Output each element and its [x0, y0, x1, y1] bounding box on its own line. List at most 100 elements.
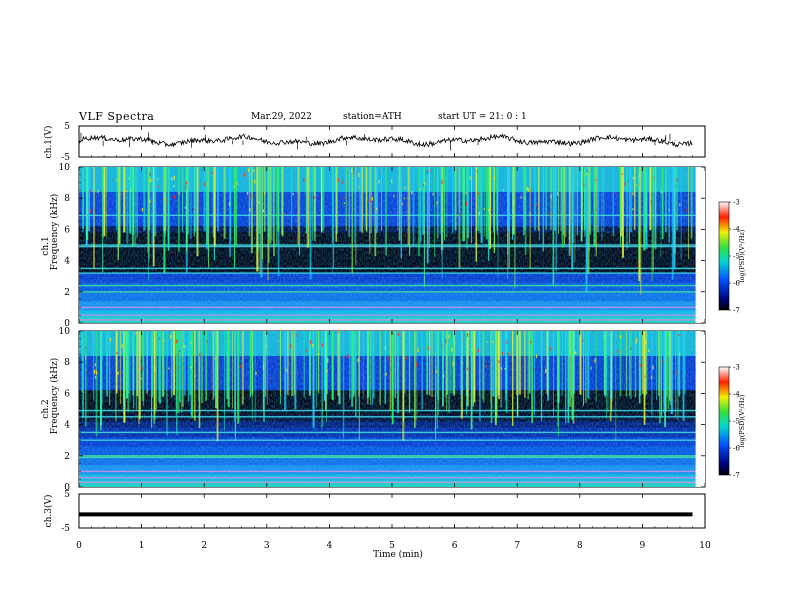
- spec1-sferic: [638, 167, 641, 233]
- spec1-tone-line: [79, 284, 705, 287]
- spec1-sferic: [351, 167, 354, 274]
- spec1-speck: [478, 211, 481, 216]
- spec1-sferic: [305, 167, 307, 234]
- spec2-sferic: [152, 331, 154, 398]
- spec1-speck: [469, 175, 471, 180]
- spec1-speck: [337, 178, 339, 182]
- spec2-sferic: [568, 331, 572, 407]
- spec1-speck: [379, 172, 381, 175]
- spec1-speck: [429, 169, 432, 171]
- spec2-sferic: [132, 331, 135, 396]
- spec2-sferic: [362, 331, 364, 400]
- spec2-speck: [117, 371, 119, 375]
- spec2-speck: [154, 368, 157, 371]
- spec2-tone-line: [79, 455, 705, 457]
- spec1-sferic: [446, 167, 448, 238]
- spec1-speck: [595, 179, 597, 181]
- spec1-speck: [411, 190, 413, 195]
- spec1-sferic: [374, 167, 377, 257]
- spec2-speck: [140, 377, 142, 380]
- spec1-sferic: [529, 167, 531, 269]
- spec2-sferic: [607, 331, 609, 413]
- spec1-sferic: [452, 167, 454, 234]
- x-tick-label: 0: [76, 541, 82, 551]
- spec2-sferic: [279, 331, 281, 396]
- spec2-speck: [435, 370, 437, 373]
- spec1-speck: [358, 173, 360, 178]
- spec1-sferic: [483, 167, 485, 238]
- spec1-speck: [465, 192, 467, 195]
- spec2-speck: [397, 332, 399, 337]
- spec2-speck: [582, 339, 584, 342]
- spec1-sferic: [475, 167, 477, 262]
- spec2-sferic: [391, 331, 394, 425]
- spec1-speck: [173, 175, 175, 180]
- spec1-speck: [679, 203, 681, 207]
- spec2-sferic: [677, 331, 679, 421]
- spec2-sferic: [442, 331, 444, 407]
- ch1-spectrogram-y-tick-label: 10: [59, 163, 71, 173]
- spec1-sferic: [217, 167, 219, 232]
- spec2-speck: [269, 377, 271, 380]
- spec2-speck: [85, 347, 87, 349]
- spec2-speck: [506, 340, 508, 344]
- spec2-speck: [240, 365, 242, 368]
- spec2-sferic: [645, 331, 648, 395]
- spec2-sferic: [227, 331, 230, 408]
- spec2-sferic: [254, 331, 256, 422]
- spec1-sferic: [131, 167, 134, 247]
- spec2-speck: [427, 346, 429, 350]
- spec1-sferic: [565, 167, 567, 238]
- spec1-speck: [476, 170, 478, 173]
- spec1-sferic: [441, 167, 444, 233]
- spec1-speck: [401, 203, 403, 206]
- spec1-speck: [157, 178, 159, 181]
- spec1-sferic: [397, 167, 398, 231]
- spec2-sferic: [214, 331, 216, 397]
- spec2-speck: [617, 350, 619, 354]
- spec1-speck: [426, 169, 428, 174]
- spec2-speck: [442, 374, 445, 378]
- spec2-sferic: [523, 331, 526, 398]
- spec1-sferic: [645, 167, 648, 233]
- colorbar-tick-label: -7: [733, 307, 740, 315]
- spec2-sferic: [605, 331, 607, 395]
- spec2-sferic: [379, 331, 381, 406]
- spec2-speck: [296, 334, 298, 337]
- spec1-sferic: [652, 167, 654, 272]
- spec1-sferic: [369, 167, 371, 254]
- spec1-sferic: [307, 167, 310, 247]
- spec2-speck: [194, 374, 196, 378]
- spec2-sferic: [540, 331, 543, 396]
- spec1-speck: [441, 180, 443, 185]
- spec2-speck: [630, 347, 632, 350]
- spec1-speck: [254, 179, 256, 184]
- ch2-spectrogram-ylabel-2: Frequency (kHz): [49, 358, 60, 435]
- spec2-speck: [486, 341, 489, 343]
- spec2-sferic: [643, 331, 646, 425]
- spec2-sferic: [189, 331, 192, 396]
- spec1-speck: [627, 180, 629, 183]
- spec2-sferic: [162, 331, 165, 397]
- spec2-sferic: [321, 331, 323, 428]
- spec1-speck: [253, 169, 255, 172]
- spec1-sferic: [117, 167, 119, 260]
- spec2-sferic: [353, 331, 356, 395]
- spec2-sferic: [587, 331, 590, 399]
- spec1-sferic: [584, 167, 586, 237]
- spec1-sferic: [454, 167, 456, 231]
- spec2-sferic: [421, 331, 423, 410]
- spec2-sferic: [315, 331, 317, 409]
- spec2-sferic: [619, 331, 622, 397]
- spec1-sferic: [488, 167, 489, 232]
- colorbar-ch2-label: log(PSD)(V²/Hz): [738, 394, 746, 447]
- spec2-sferic: [309, 331, 311, 396]
- spec1-speck: [236, 182, 238, 185]
- spec2-speck: [441, 344, 443, 347]
- spec2-sferic: [85, 331, 87, 428]
- spec1-sferic: [628, 167, 631, 244]
- spec1-speck: [292, 192, 294, 196]
- spec1-sferic: [560, 167, 562, 232]
- spec2-sferic: [312, 331, 315, 428]
- spec1-sferic: [458, 167, 461, 269]
